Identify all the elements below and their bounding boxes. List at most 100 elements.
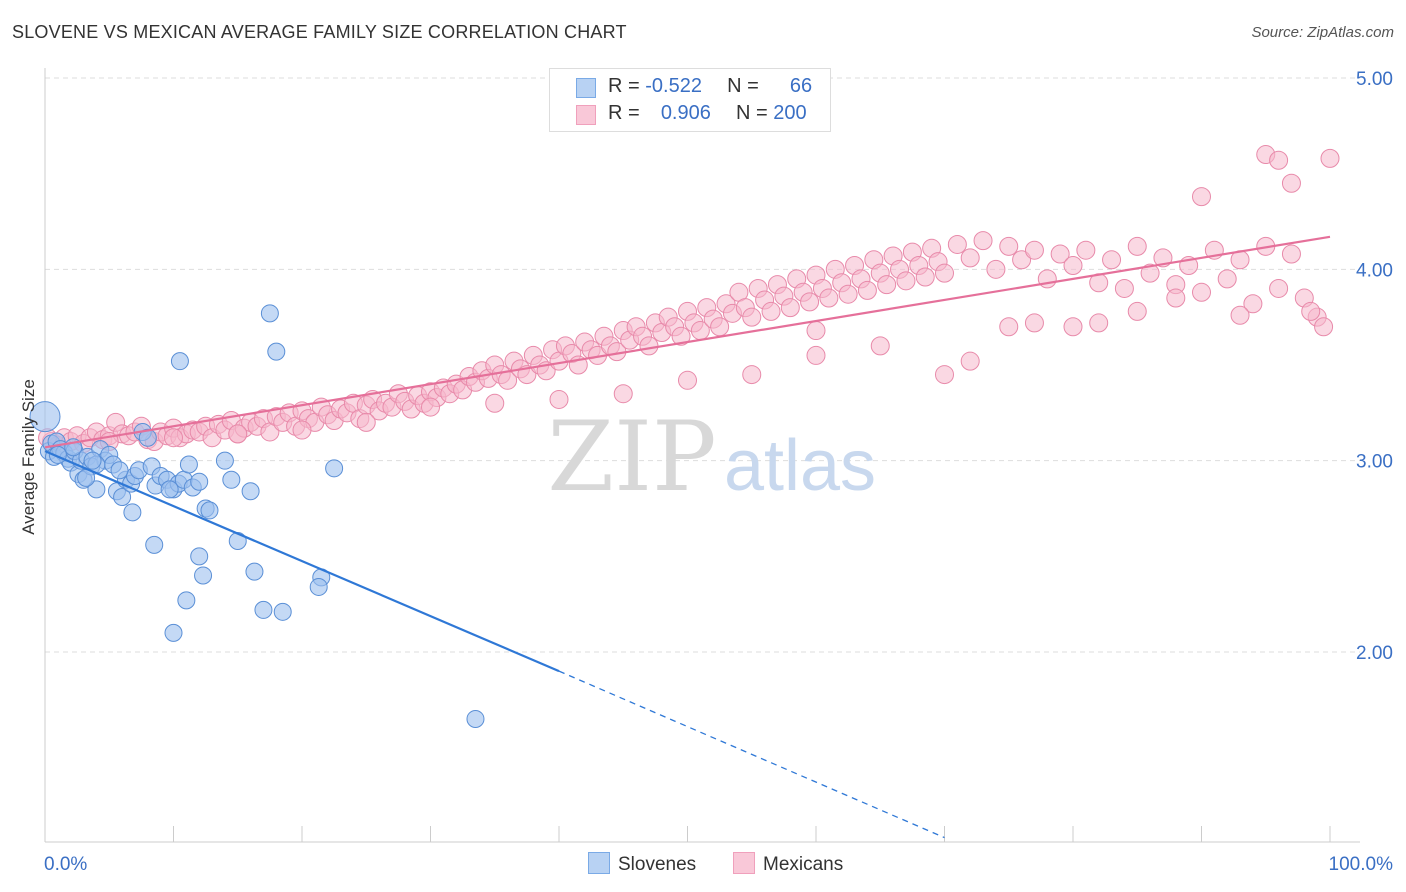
slovenes-point bbox=[29, 401, 61, 433]
slovenes-points bbox=[29, 304, 485, 728]
bottom-legend-swatch-slovenes bbox=[588, 852, 610, 874]
mexicans-point bbox=[986, 259, 1006, 279]
mexicans-point bbox=[1063, 317, 1083, 337]
slovenes-point bbox=[273, 602, 292, 621]
legend-r-value-slovenes: -0.522 bbox=[645, 75, 702, 97]
slovenes-point bbox=[83, 451, 102, 470]
mexicans-point bbox=[761, 301, 781, 321]
mexicans-point bbox=[973, 231, 993, 251]
legend-swatch-slovenes bbox=[576, 78, 596, 98]
slovenes-point bbox=[267, 342, 286, 361]
tick-labels: 2.00 3.00 4.00 5.00 0.0% 100.0% bbox=[44, 69, 1393, 875]
mexicans-point bbox=[485, 393, 505, 413]
slovenes-point bbox=[138, 428, 157, 447]
mexicans-point bbox=[935, 365, 954, 385]
mexicans-point bbox=[549, 389, 569, 409]
mexicans-point bbox=[819, 288, 839, 308]
x-tick-label-max: 100.0% bbox=[1329, 854, 1394, 875]
mexicans-point bbox=[806, 321, 826, 341]
mexicans-point bbox=[915, 267, 935, 287]
y-tick-label-5.00: 5.00 bbox=[1356, 69, 1393, 90]
mexicans-point bbox=[742, 307, 762, 327]
mexicans-point bbox=[1281, 244, 1301, 264]
mexicans-point bbox=[613, 384, 633, 404]
legend-r-value-mexicans: 0.906 bbox=[660, 102, 711, 124]
mexicans-point bbox=[999, 236, 1019, 256]
slovenes-point bbox=[164, 623, 183, 642]
slovenes-point bbox=[215, 451, 234, 470]
y-axis-label: Average Family Size bbox=[19, 379, 38, 535]
slovenes-point bbox=[254, 600, 273, 619]
mexicans-point bbox=[1063, 256, 1083, 276]
mexicans-point bbox=[896, 271, 916, 291]
bottom-legend-label-mexicans: Mexicans bbox=[763, 854, 844, 875]
watermark-atlas: atlas bbox=[724, 426, 876, 506]
slovenes-point bbox=[309, 577, 328, 596]
gridlines bbox=[45, 77, 1360, 653]
mexicans-point bbox=[228, 424, 248, 444]
mexicans-point bbox=[960, 351, 980, 371]
mexicans-point bbox=[1192, 282, 1211, 302]
y-tick-label-4.00: 4.00 bbox=[1356, 260, 1393, 281]
mexicans-point bbox=[1269, 278, 1289, 298]
mexicans-point bbox=[292, 420, 312, 440]
mexicans-point bbox=[1230, 305, 1250, 325]
mexicans-point bbox=[1024, 240, 1044, 260]
mexicans-point bbox=[1076, 240, 1096, 260]
slovenes-point bbox=[241, 482, 260, 501]
slovenes-point bbox=[194, 566, 213, 585]
mexicans-point bbox=[780, 298, 800, 318]
y-tick-label-2.00: 2.00 bbox=[1356, 643, 1393, 664]
mexicans-point bbox=[857, 280, 877, 300]
legend-n-label: N = bbox=[736, 102, 768, 124]
mexicans-point bbox=[1281, 173, 1301, 193]
slovenes-point bbox=[145, 535, 164, 554]
mexicans-point bbox=[1320, 148, 1340, 168]
mexicans-point bbox=[1127, 236, 1147, 256]
mexicans-point bbox=[838, 284, 858, 304]
mexicans-point bbox=[1102, 250, 1122, 270]
mexicans-point bbox=[1217, 269, 1237, 289]
mexicans-point bbox=[1012, 250, 1032, 270]
mexicans-point bbox=[806, 345, 826, 365]
mexicans-point bbox=[870, 336, 890, 356]
mexicans-point bbox=[1024, 313, 1044, 333]
slovenes-point bbox=[110, 461, 129, 480]
mexicans-point bbox=[1089, 313, 1109, 333]
slovenes-point bbox=[222, 470, 241, 489]
bottom-legend-swatch-mexicans bbox=[733, 852, 755, 874]
bottom-legend-mexicans: Mexicans bbox=[733, 852, 843, 876]
slovenes-point bbox=[200, 501, 219, 520]
mexicans-point bbox=[1243, 294, 1263, 314]
mexicans-point bbox=[999, 317, 1019, 337]
mexicans-point bbox=[1050, 244, 1070, 264]
mexicans-point bbox=[1301, 301, 1321, 321]
mexicans-point bbox=[960, 248, 980, 268]
slovenes-point bbox=[170, 352, 189, 371]
slovenes-point bbox=[123, 503, 142, 522]
mexicans-point bbox=[1269, 150, 1289, 170]
slovenes-point bbox=[260, 304, 279, 323]
legend-r-label: R = bbox=[608, 102, 640, 124]
mexicans-point bbox=[671, 326, 691, 346]
bottom-legend-slovenes: Slovenes bbox=[588, 852, 696, 876]
mexicans-point bbox=[639, 336, 659, 356]
slovenes-point bbox=[113, 488, 132, 507]
mexicans-point bbox=[742, 365, 762, 385]
mexicans-point bbox=[710, 317, 730, 337]
y-tick-label-3.00: 3.00 bbox=[1356, 452, 1393, 473]
mexicans-point bbox=[356, 412, 376, 432]
mexicans-point bbox=[164, 428, 183, 448]
slovenes-point bbox=[190, 547, 209, 566]
slovenes-point bbox=[325, 459, 344, 478]
x-tick-label-min: 0.0% bbox=[44, 854, 87, 875]
mexicans-point bbox=[1314, 317, 1334, 337]
mexicans-point bbox=[421, 397, 440, 417]
mexicans-point bbox=[1127, 301, 1147, 321]
slovenes-point bbox=[179, 455, 198, 474]
trend-lines bbox=[44, 235, 1331, 839]
mexicans-point bbox=[947, 234, 967, 254]
legend-r-label: R = bbox=[608, 75, 640, 97]
bottom-legend-label-slovenes: Slovenes bbox=[618, 854, 697, 875]
